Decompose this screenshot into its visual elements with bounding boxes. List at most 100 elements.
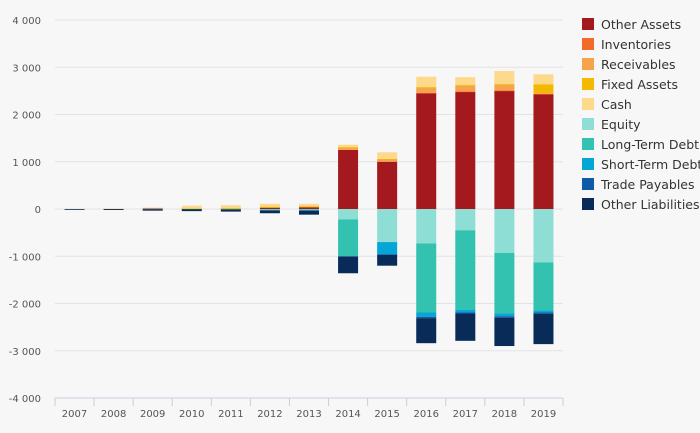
x-tick-label: 2011 — [218, 409, 243, 420]
bar-trade-payables-2016 — [416, 316, 437, 319]
bar-equity-2012 — [259, 209, 280, 210]
bar-other-liabilities-2010 — [181, 209, 202, 212]
bar-equity-2013 — [299, 209, 319, 210]
bar-long-term-debt-2019 — [533, 262, 554, 311]
legend-label: Fixed Assets — [601, 76, 679, 92]
bar-equity-2018 — [494, 209, 515, 253]
x-tick-label: 2010 — [179, 409, 204, 420]
bar-other-assets-2016 — [416, 93, 437, 209]
bar-long-term-debt-2014 — [338, 219, 359, 257]
bar-cash-2013 — [299, 203, 319, 207]
bar-equity-2017 — [455, 209, 476, 231]
bar-receivables-2016 — [416, 88, 437, 93]
y-tick-label: 2 000 — [12, 111, 41, 122]
bar-short-term-debt-2017 — [455, 309, 476, 313]
bar-cash-2016 — [416, 76, 437, 88]
bar-receivables-2017 — [455, 85, 476, 92]
bar-trade-payables-2013 — [299, 210, 319, 212]
bar-receivables-2013 — [299, 206, 319, 208]
bar-inventories-2019 — [533, 93, 554, 95]
bar-receivables-2018 — [494, 84, 515, 91]
bar-other-assets-2013 — [299, 207, 319, 209]
bar-other-liabilities-2014 — [338, 256, 359, 274]
legend-label: Other Assets — [601, 16, 682, 32]
legend-label: Cash — [601, 96, 632, 112]
y-tick-label: 0 — [35, 205, 41, 216]
bar-receivables-2012 — [259, 207, 280, 208]
legend-swatch — [582, 18, 594, 30]
bar-trade-payables-2019 — [533, 312, 554, 314]
legend-item-long-term-debt[interactable]: Long-Term Debt — [582, 134, 700, 154]
legend: Other Assets Inventories Receivables Fixed … — [582, 14, 700, 214]
y-tick-label: -4 000 — [9, 394, 41, 405]
bar-other-liabilities-2007 — [64, 209, 85, 210]
bar-fixed-assets-2012 — [259, 206, 280, 208]
x-tick-label: 2012 — [257, 409, 282, 420]
x-tick-label: 2018 — [492, 409, 517, 420]
legend-item-equity[interactable]: Equity — [582, 114, 700, 134]
bar-equity-2019 — [533, 209, 554, 263]
x-tick-label: 2016 — [414, 409, 439, 420]
bar-long-term-debt-2017 — [455, 230, 476, 310]
legend-item-other-liabilities[interactable]: Other Liabilities — [582, 194, 700, 214]
bar-other-assets-2015 — [377, 161, 398, 209]
bar-receivables-2019 — [533, 93, 554, 95]
legend-item-trade-payables[interactable]: Trade Payables — [582, 174, 700, 194]
bar-short-term-debt-2018 — [494, 313, 515, 317]
legend-item-other-assets[interactable]: Other Assets — [582, 14, 700, 34]
x-tick-label: 2014 — [335, 409, 360, 420]
x-tick-label: 2019 — [531, 409, 556, 420]
bar-other-liabilities-2011 — [220, 209, 241, 212]
bar-fixed-assets-2011 — [220, 208, 241, 209]
legend-swatch — [582, 138, 594, 150]
bar-other-liabilities-2008 — [103, 209, 124, 210]
bar-cash-2008 — [103, 208, 124, 210]
x-tick-label: 2008 — [101, 409, 126, 420]
bar-long-term-debt-2011 — [220, 209, 241, 210]
bar-long-term-debt-2018 — [494, 252, 515, 314]
legend-item-cash[interactable]: Cash — [582, 94, 700, 114]
bar-other-assets-2012 — [259, 207, 280, 209]
legend-item-inventories[interactable]: Inventories — [582, 34, 700, 54]
bar-cash-2015 — [377, 152, 398, 159]
x-tick-label: 2013 — [296, 409, 321, 420]
legend-label: Trade Payables — [601, 176, 695, 192]
legend-label: Receivables — [601, 56, 676, 72]
bar-fixed-assets-2010 — [181, 208, 202, 210]
bar-receivables-2014 — [338, 147, 359, 150]
bar-receivables-2015 — [377, 159, 398, 162]
x-tick-label: 2017 — [453, 409, 478, 420]
y-tick-label: 3 000 — [12, 63, 41, 74]
bar-cash-2017 — [455, 77, 476, 85]
bar-cash-2009 — [142, 207, 163, 209]
bar-long-term-debt-2013 — [299, 209, 319, 211]
legend-item-receivables[interactable]: Receivables — [582, 54, 700, 74]
bar-cash-2010 — [181, 205, 202, 209]
bar-fixed-assets-2015 — [377, 158, 398, 160]
bar-other-liabilities-2012 — [259, 210, 280, 214]
bar-equity-2014 — [338, 209, 359, 220]
bar-short-term-debt-2015 — [377, 242, 398, 255]
legend-swatch — [582, 118, 594, 130]
bar-cash-2018 — [494, 71, 515, 84]
bar-cash-2014 — [338, 144, 359, 148]
bar-equity-2015 — [377, 209, 398, 243]
bar-cash-2019 — [533, 74, 554, 85]
y-tick-label: -1 000 — [9, 252, 41, 263]
bar-other-liabilities-2018 — [494, 317, 515, 347]
bar-inventories-2018 — [494, 90, 515, 92]
bar-fixed-assets-2014 — [338, 147, 359, 148]
y-tick-label: 4 000 — [12, 16, 41, 27]
bars-layer — [64, 71, 554, 347]
bar-short-term-debt-2016 — [416, 312, 437, 317]
bar-fixed-assets-2017 — [455, 84, 476, 86]
legend-item-fixed-assets[interactable]: Fixed Assets — [582, 74, 700, 94]
legend-swatch — [582, 178, 594, 190]
y-tick-label: -2 000 — [9, 300, 41, 311]
bar-other-liabilities-2019 — [533, 313, 554, 345]
legend-label: Inventories — [601, 36, 671, 52]
legend-item-short-term-debt[interactable]: Short-Term Debt — [582, 154, 700, 174]
legend-swatch — [582, 58, 594, 70]
